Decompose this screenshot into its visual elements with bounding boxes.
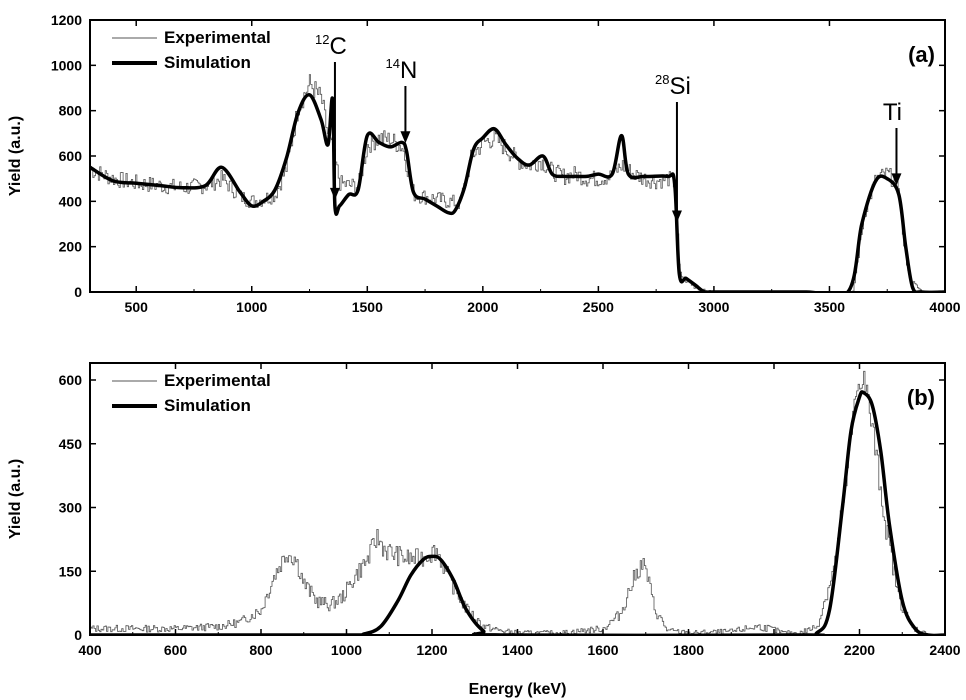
y-tick-label: 600 [59, 148, 83, 164]
y-tick-label: 1000 [51, 57, 82, 73]
x-tick-label: 4000 [929, 299, 960, 315]
annotation-element: Si [670, 73, 691, 100]
annotation-n: 14N [386, 56, 418, 144]
panel-b-plot-area [90, 370, 945, 635]
panel-a-y-axis-label: Yield (a.u.) [7, 116, 24, 196]
y-tick-label: 150 [59, 563, 83, 579]
panel-a-plot-area [90, 74, 945, 292]
annotation-element: C [330, 33, 347, 60]
panel-b-x-ticks: 400 600 800 1000 1200 1400 1600 1800 2000 2200 240… [78, 363, 961, 658]
y-tick-label: 0 [74, 627, 82, 643]
x-tick-label: 1000 [331, 642, 362, 658]
panel-a-y-ticks: 0 200 400 600 800 1000 1200 [51, 12, 945, 300]
x-tick-label: 500 [125, 299, 149, 315]
legend-simulation-label: Simulation [164, 53, 251, 72]
legend-experimental-label: Experimental [164, 371, 271, 390]
annotation-element: N [400, 57, 417, 84]
x-tick-label: 2200 [844, 642, 875, 658]
panel-b-label: (b) [907, 385, 935, 410]
y-tick-label: 400 [59, 193, 83, 209]
x-tick-label: 1000 [236, 299, 267, 315]
annotation-c: 12C [315, 32, 347, 200]
panel-a-x-ticks: 500 1000 1500 2000 2500 3000 3500 4000 [125, 20, 961, 315]
x-tick-label: 2000 [467, 299, 498, 315]
y-tick-label: 450 [59, 436, 83, 452]
y-tick-label: 0 [74, 284, 82, 300]
x-tick-label: 1200 [416, 642, 447, 658]
y-tick-label: 300 [59, 500, 83, 516]
x-tick-label: 3500 [814, 299, 845, 315]
legend-simulation-label: Simulation [164, 396, 251, 415]
x-tick-label: 2400 [929, 642, 960, 658]
annotation-label: 12C [315, 32, 347, 60]
panel-b-x-axis-label: Energy (keV) [469, 681, 567, 698]
x-tick-label: 1600 [587, 642, 618, 658]
panel-b-legend: Experimental Simulation [112, 371, 271, 415]
y-tick-label: 1200 [51, 12, 82, 28]
annotation-ti: Ti [883, 99, 902, 186]
panel-a-annotations: 12C 14N 28Si Ti [315, 32, 902, 223]
annotation-superscript: 14 [386, 56, 400, 71]
legend-experimental-label: Experimental [164, 28, 271, 47]
annotation-superscript: 12 [315, 32, 329, 47]
y-tick-label: 800 [59, 103, 83, 119]
panel-b-y-axis-label: Yield (a.u.) [7, 459, 24, 539]
x-tick-label: 400 [78, 642, 102, 658]
panel-a-label: (a) [908, 42, 935, 67]
x-tick-label: 3000 [698, 299, 729, 315]
series-experimental-line [90, 370, 945, 635]
annotation-label: Ti [883, 99, 902, 126]
series-simulation-line [90, 93, 945, 292]
x-tick-label: 1400 [502, 642, 533, 658]
annotation-arrow-head [671, 210, 682, 223]
annotation-si: 28Si [655, 72, 691, 223]
annotation-arrow-head [329, 187, 340, 200]
annotation-label: 28Si [655, 72, 691, 100]
panel-b-y-ticks: 0 150 300 450 600 [59, 372, 945, 643]
panel-a: 500 1000 1500 2000 2500 3000 3500 4000 0 200 400 6… [7, 12, 961, 315]
x-tick-label: 1800 [673, 642, 704, 658]
annotation-label: 14N [386, 56, 418, 84]
panel-b: 400 600 800 1000 1200 1400 1600 1800 2000 2200 240… [7, 362, 961, 698]
x-tick-label: 600 [164, 642, 188, 658]
y-tick-label: 200 [59, 239, 83, 255]
series-experimental-line [90, 74, 945, 292]
x-tick-label: 800 [249, 642, 273, 658]
x-tick-label: 2000 [758, 642, 789, 658]
annotation-arrow-head [891, 173, 902, 186]
series-simulation-line [90, 390, 945, 635]
x-tick-label: 2500 [583, 299, 614, 315]
annotation-arrow-head [400, 131, 411, 144]
y-tick-label: 600 [59, 372, 83, 388]
annotation-superscript: 28 [655, 72, 669, 87]
annotation-element: Ti [883, 99, 902, 126]
panel-a-legend: Experimental Simulation [112, 28, 271, 72]
x-tick-label: 1500 [352, 299, 383, 315]
